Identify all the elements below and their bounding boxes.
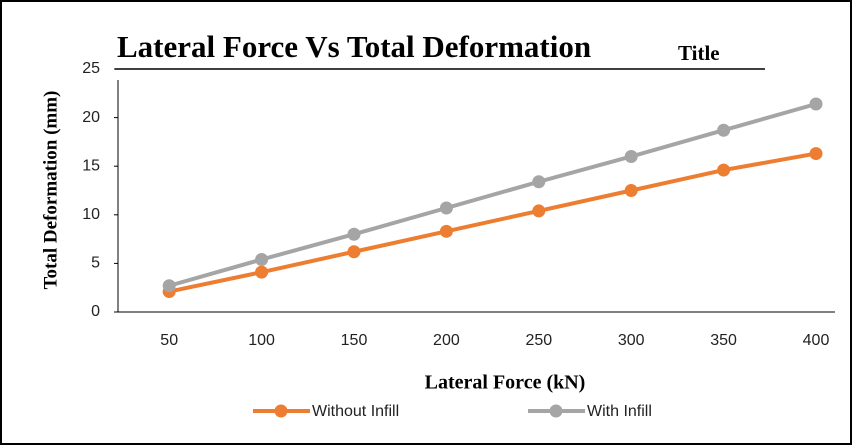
point (717, 163, 731, 177)
y-tick-label: 10 (82, 206, 100, 223)
point (532, 204, 546, 218)
x-axis-label: Lateral Force (kN) (425, 372, 586, 394)
y-tick-label: 5 (91, 255, 100, 272)
y-axis-label: Total Deformation (mm) (40, 91, 61, 290)
point (439, 201, 453, 215)
x-tick-label: 250 (525, 332, 552, 349)
point (717, 123, 731, 137)
point (347, 245, 361, 259)
x-tick-label: 50 (160, 332, 178, 349)
y-tick-label: 0 (91, 303, 100, 320)
x-tick-label: 150 (341, 332, 368, 349)
point (347, 227, 361, 241)
point (624, 149, 638, 163)
point (162, 279, 176, 293)
legend-label: Without Infill (312, 403, 399, 420)
point (532, 175, 546, 189)
point (809, 97, 823, 111)
x-tick-label: 200 (433, 332, 460, 349)
y-tick-label: 20 (82, 109, 100, 126)
x-tick-label: 100 (248, 332, 275, 349)
legend-marker (274, 404, 288, 418)
point (809, 147, 823, 161)
chart-title: Lateral Force Vs Total Deformation (117, 29, 591, 64)
title-note: Title (678, 41, 720, 65)
y-tick-label: 25 (82, 60, 100, 77)
point (439, 224, 453, 238)
series-line (168, 102, 817, 288)
point (255, 253, 269, 267)
point (624, 184, 638, 197)
x-tick-label: 300 (618, 332, 645, 349)
y-tick-label: 15 (82, 157, 100, 174)
legend-label: With Infill (587, 403, 652, 420)
point (255, 265, 269, 279)
x-tick-label: 350 (710, 332, 737, 349)
series-line (168, 151, 817, 294)
legend-marker (549, 404, 563, 418)
x-tick-label: 400 (803, 332, 830, 349)
